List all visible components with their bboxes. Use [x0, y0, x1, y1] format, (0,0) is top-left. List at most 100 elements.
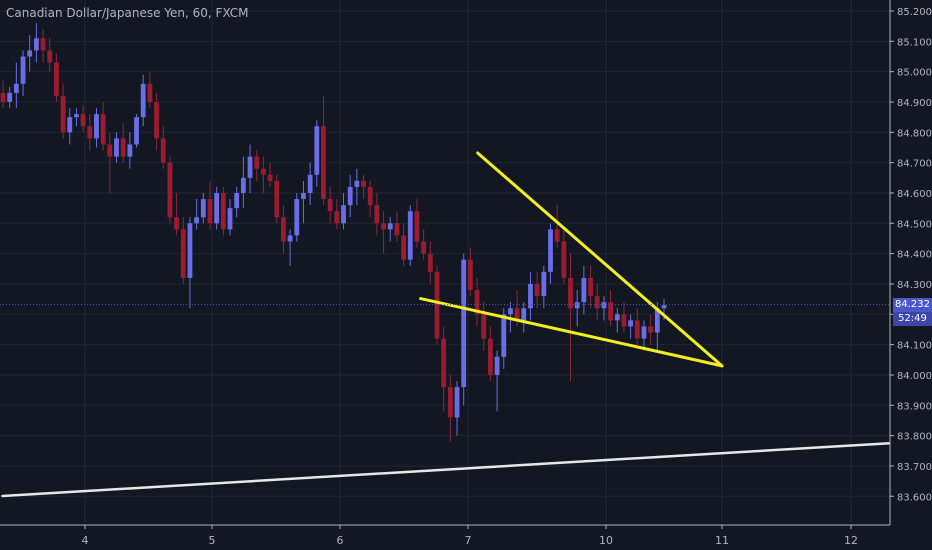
x-tick-label: 5: [209, 534, 216, 547]
x-tick-label: 11: [715, 534, 729, 547]
candle-body: [427, 253, 433, 272]
candle-body: [534, 283, 540, 297]
candle-body: [260, 168, 266, 175]
candle-body: [374, 205, 380, 224]
candle-body: [401, 235, 407, 260]
y-tick-label: 84.300: [897, 280, 932, 291]
x-tick-label: 6: [337, 534, 344, 547]
candle-body: [287, 235, 293, 242]
candle-body: [240, 177, 246, 193]
candle-body: [33, 38, 39, 51]
candle-body: [447, 387, 453, 418]
yellow-trendline: [419, 297, 724, 368]
candle-body: [207, 199, 213, 224]
candle-body: [281, 217, 286, 242]
chart-title: Canadian Dollar/Japanese Yen, 60, FXCM: [6, 6, 249, 20]
candle-body: [314, 126, 320, 175]
y-tick-label: 83.600: [897, 492, 932, 503]
candle-body: [508, 308, 513, 315]
candle-body: [247, 156, 253, 178]
x-tick-label: 4: [82, 534, 89, 547]
candle-body: [67, 117, 73, 133]
candle-body: [100, 114, 106, 145]
candle-body: [120, 138, 126, 157]
candle-body: [0, 92, 6, 102]
candle-body: [134, 117, 139, 145]
candle-body: [54, 62, 59, 96]
candle-body: [254, 156, 260, 169]
candle-body: [294, 199, 300, 236]
candle-body: [654, 308, 660, 333]
candle-body: [347, 186, 353, 206]
candle-body: [87, 126, 93, 139]
candle-body: [461, 259, 467, 388]
candle-body: [628, 320, 634, 327]
candle-body: [594, 296, 600, 309]
candle-body: [441, 338, 447, 388]
candle-body: [107, 144, 113, 157]
candle-body: [167, 162, 173, 218]
candle-body: [334, 211, 340, 224]
candle-body: [194, 217, 200, 224]
candle-body: [60, 95, 66, 133]
candle-body: [214, 192, 220, 224]
candle-body: [601, 302, 607, 309]
candle-body: [641, 326, 647, 339]
candle-body: [80, 114, 86, 127]
last-price-tag: 84.232: [893, 297, 932, 312]
y-tick-label: 84.600: [897, 189, 932, 200]
candle-body: [200, 199, 206, 218]
candle-body: [327, 199, 333, 212]
candle-body: [494, 356, 500, 375]
candle-body: [140, 83, 146, 118]
candle-body: [474, 290, 480, 315]
candle-body: [20, 56, 26, 84]
candle-body: [274, 180, 280, 218]
candle-body: [267, 174, 273, 181]
candle-body: [174, 217, 179, 230]
candle-body: [180, 229, 186, 278]
candle-body: [528, 283, 533, 309]
candle-body: [434, 271, 440, 339]
candle-body: [361, 180, 366, 187]
candle-body: [154, 101, 159, 139]
candle-body: [648, 326, 654, 333]
time-axis-panel: [0, 525, 890, 550]
candles: [0, 23, 667, 442]
candle-body: [541, 271, 547, 297]
candle-body: [341, 205, 346, 224]
y-tick-label: 85.200: [897, 7, 932, 18]
candle-countdown-tag: 52:49: [893, 311, 932, 326]
candle-body: [74, 114, 79, 118]
candle-body: [661, 305, 667, 309]
price-axis-panel: [890, 0, 932, 550]
candle-body: [588, 277, 593, 297]
candle-body: [548, 229, 553, 272]
candle-body: [467, 259, 473, 291]
y-tick-label: 83.700: [897, 462, 932, 473]
y-tick-label: 85.000: [897, 68, 932, 79]
candle-body: [394, 223, 400, 236]
candle-body: [354, 180, 360, 187]
trendlines: [1, 151, 891, 498]
candle-body: [7, 92, 13, 102]
candle-body: [227, 208, 233, 230]
yellow-trendline: [476, 151, 724, 368]
y-tick-label: 83.800: [897, 432, 932, 443]
y-tick-label: 84.900: [897, 98, 932, 109]
candle-body: [614, 314, 620, 321]
candle-body: [634, 320, 640, 339]
candle-body: [421, 241, 427, 254]
candle-body: [454, 387, 460, 418]
candle-body: [581, 277, 587, 303]
grid-lines: [0, 0, 890, 525]
y-tick-label: 84.700: [897, 159, 932, 170]
candle-body: [367, 186, 373, 206]
candle-body: [160, 138, 166, 163]
y-tick-label: 85.100: [897, 37, 932, 48]
candle-body: [387, 223, 393, 230]
candle-body: [514, 308, 520, 321]
candle-body: [187, 223, 193, 278]
